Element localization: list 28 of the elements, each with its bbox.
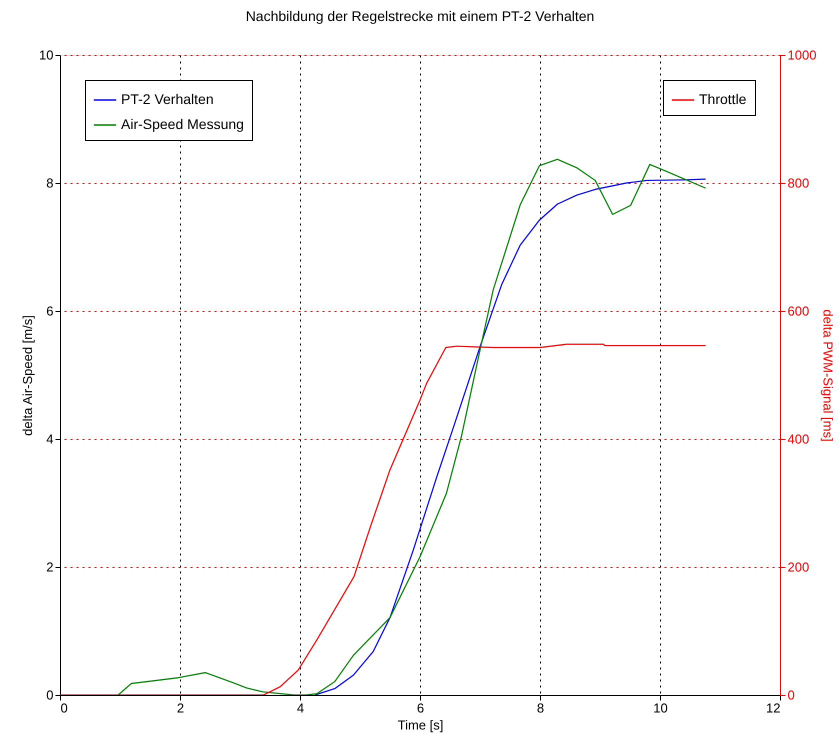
y2-tick-label: 600: [788, 304, 810, 318]
legend-label: Throttle: [699, 91, 747, 107]
legend-label: PT-2 Verhalten: [121, 91, 214, 107]
y-tick-label: 6: [46, 304, 54, 318]
y-tick-label: 0: [46, 688, 54, 702]
x-axis-title: Time [s]: [398, 718, 444, 732]
line-series: [118, 158, 706, 695]
x-tick-label: 0: [60, 700, 68, 716]
y-tick-label: 2: [46, 560, 54, 574]
y2-tick-label: 400: [788, 432, 810, 446]
y-tick-label: 4: [46, 432, 54, 446]
y-tick-label: 10: [39, 48, 54, 62]
x-tick-label: 12: [766, 700, 780, 716]
y2-tick-label: 1000: [788, 48, 816, 62]
chart-title: Nachbildung der Regelstrecke mit einem PT-2 Verhalten: [246, 8, 594, 24]
x-tick-label: 6: [416, 700, 424, 716]
y2-tick-label: 800: [788, 176, 810, 190]
line-series: [314, 178, 706, 695]
x-tick-label: 4: [296, 700, 304, 716]
y2-axis-title: delta PWM-Signal [ms]: [820, 309, 836, 442]
x-tick-label: 8: [536, 700, 544, 716]
x-tick-label: 10: [653, 700, 668, 716]
y-axis-title: delta Air-Speed [m/s]: [20, 315, 36, 436]
y2-tick-label: 200: [788, 560, 810, 574]
y2-tick-label: 0: [788, 688, 795, 702]
y-tick-label: 8: [46, 176, 54, 190]
x-tick-label: 2: [176, 700, 184, 716]
legend-label: Air-Speed Messung: [121, 116, 244, 132]
